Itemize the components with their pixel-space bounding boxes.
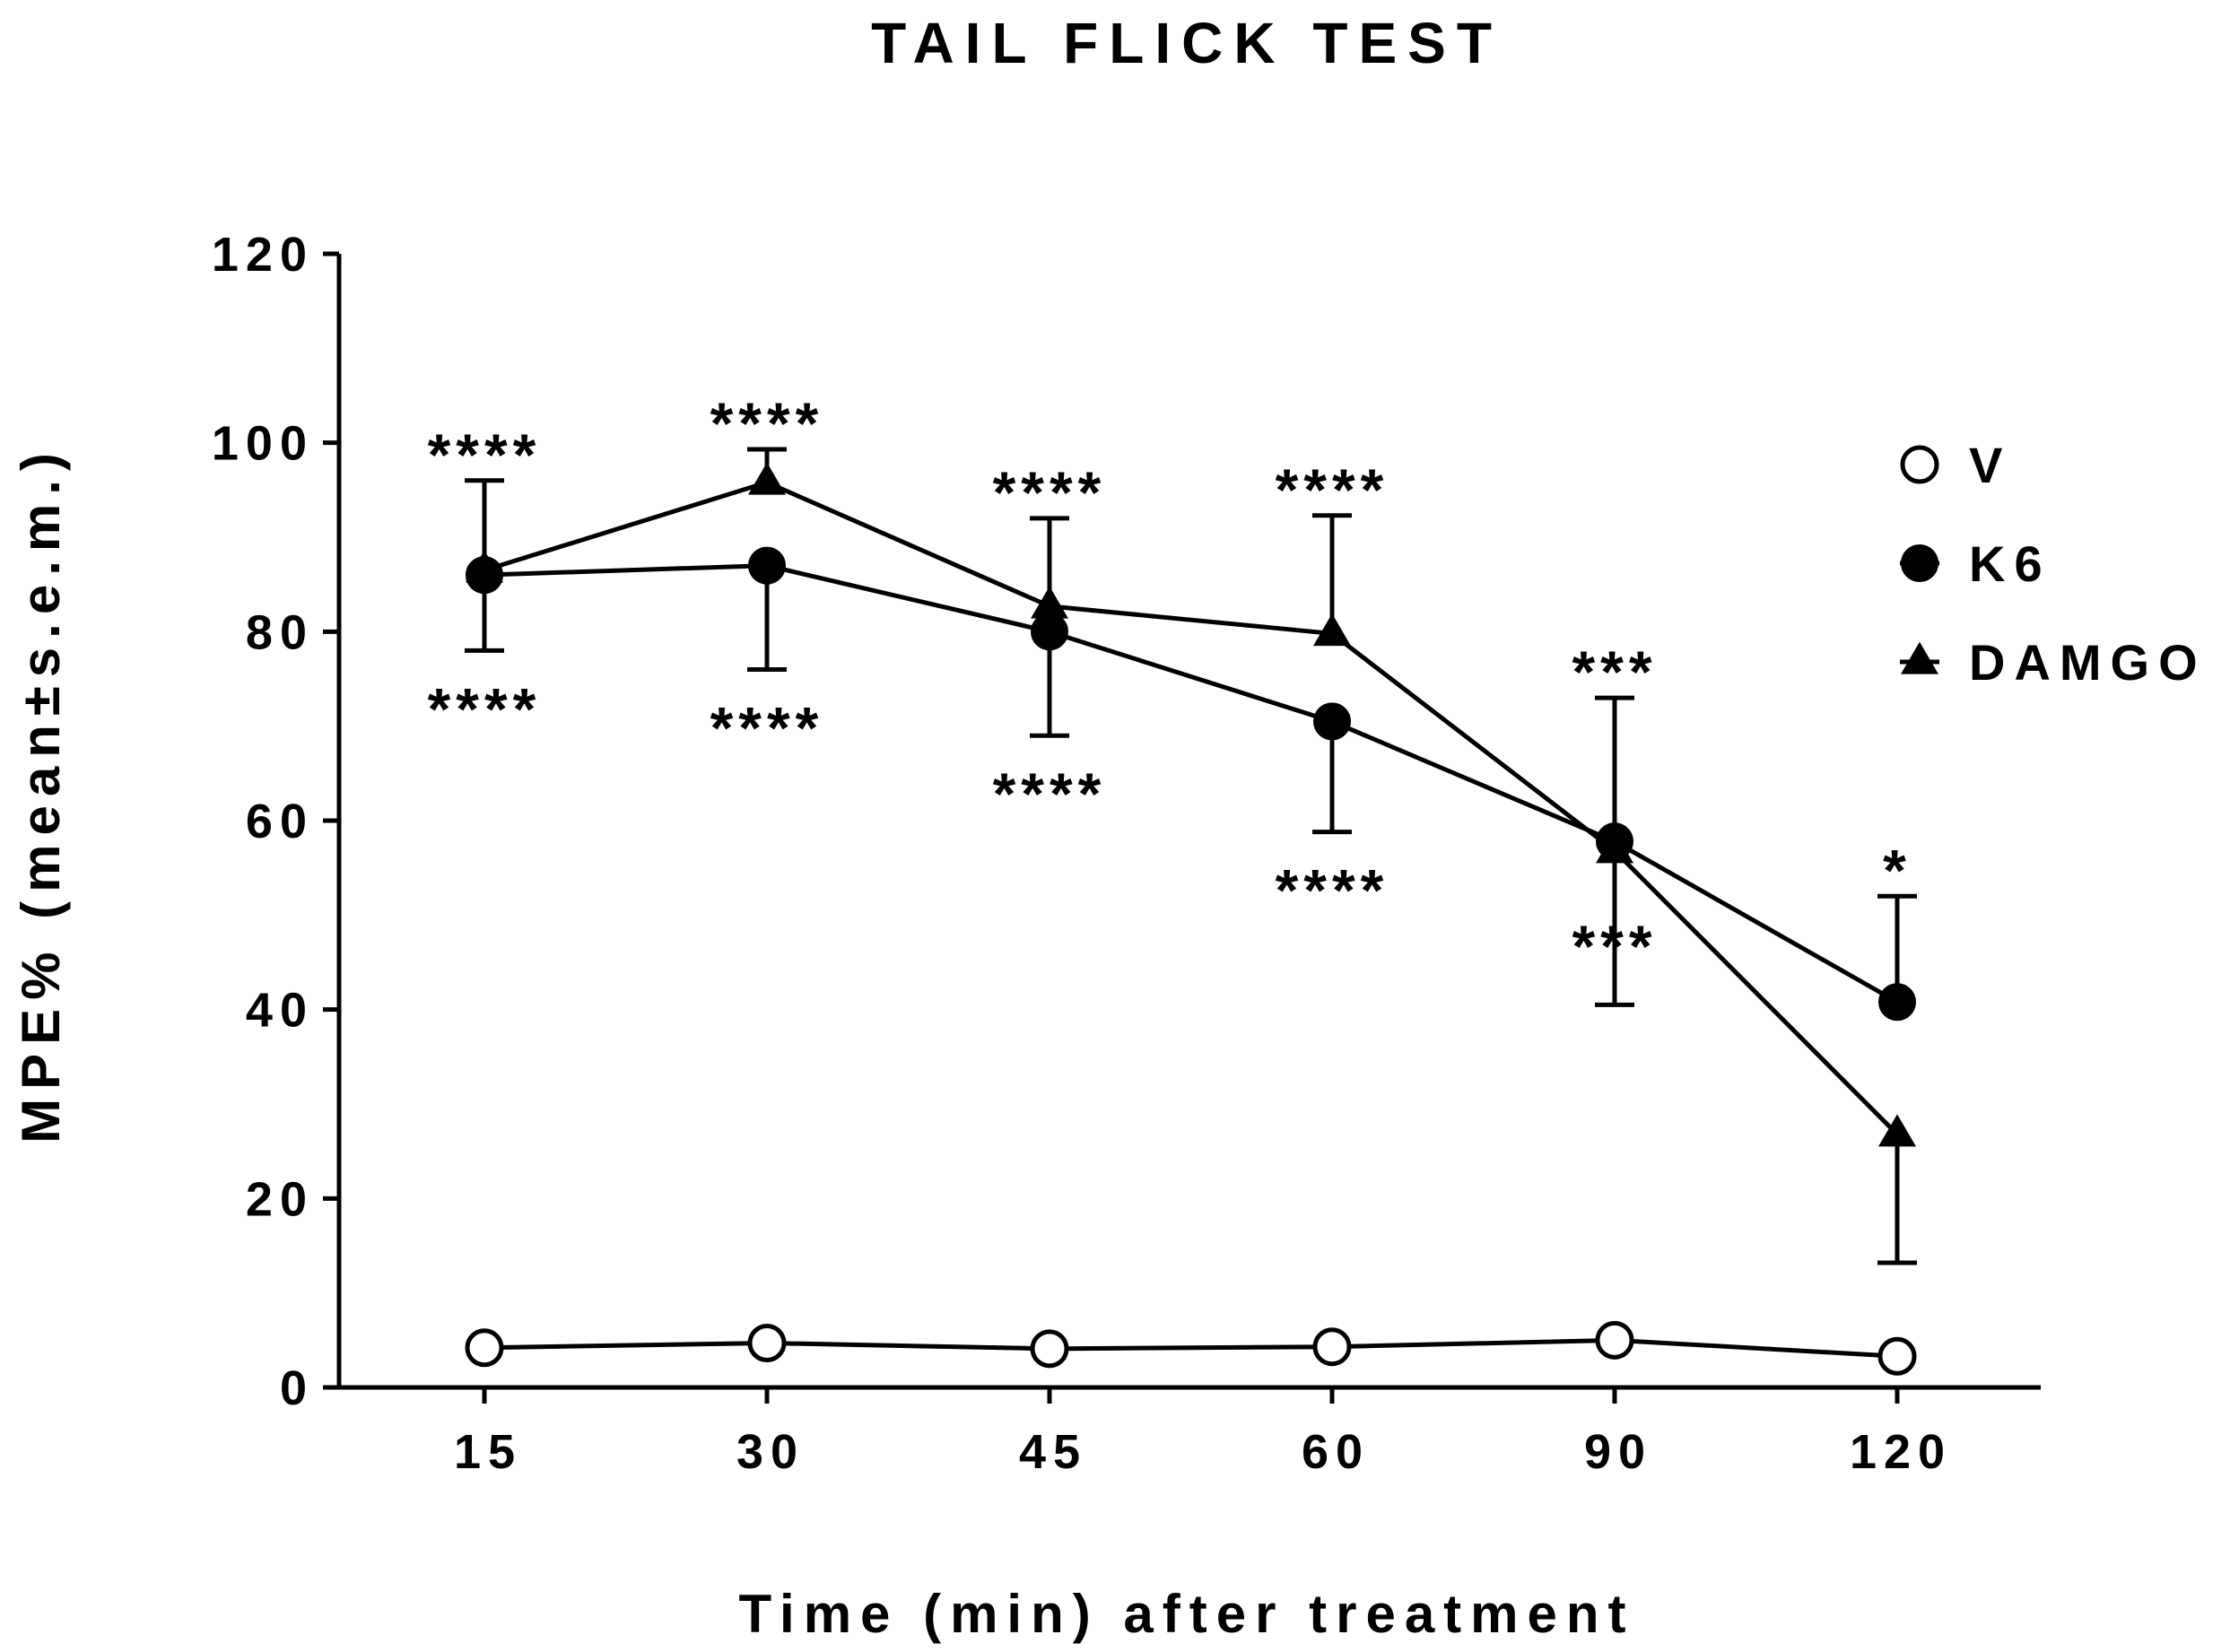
significance-above-damgo: **** (428, 422, 542, 488)
legend: V K6 DAMGO (1900, 437, 2207, 691)
significance-above-damgo: *** (1572, 639, 1657, 705)
marker-v (1877, 1336, 1917, 1376)
marker-v (1030, 1329, 1069, 1369)
y-tick-label: 80 (246, 605, 314, 659)
significance-below-k6: **** (993, 761, 1107, 827)
x-tick-label: 60 (1302, 1425, 1370, 1479)
legend-marker-k6 (1901, 544, 1938, 582)
marker-v (747, 1323, 787, 1362)
x-tick-label: 30 (736, 1425, 805, 1479)
x-tick-label: 120 (1850, 1425, 1952, 1479)
y-tick-label: 0 (280, 1361, 314, 1415)
significance-labels: **** ******************** ******** ******* (428, 390, 1912, 979)
marker-damgo (466, 550, 503, 583)
x-axis-label: Time (min) after treatment (738, 1584, 1634, 1644)
marker-v (1595, 1320, 1634, 1360)
axes: 0 20 40 60 80 100 120 15 30 45 60 90 120 (212, 228, 2041, 1479)
series-line-damgo (483, 480, 1899, 1136)
legend-label-damgo: DAMGO (1969, 634, 2207, 691)
marker-k6 (1031, 613, 1068, 651)
marker-damgo (1313, 613, 1351, 647)
y-tick-label: 20 (246, 1172, 314, 1226)
legend-label-v: V (1969, 437, 2011, 493)
y-tick-label: 60 (246, 795, 314, 848)
legend-label-k6: K6 (1969, 535, 2051, 592)
legend-marker-damgo (1901, 641, 1938, 674)
significance-below-k6: **** (1276, 857, 1389, 924)
significance-below-k6: **** (428, 675, 542, 742)
significance-below-k6: **** (710, 694, 824, 761)
significance-above-damgo: **** (993, 459, 1107, 526)
marker-damgo (1596, 830, 1633, 864)
marker-damgo (1031, 586, 1068, 619)
y-tick-label: 100 (212, 417, 314, 471)
marker-v (465, 1328, 504, 1368)
series-lines (483, 480, 1899, 1359)
x-tick-label: 45 (1019, 1425, 1087, 1479)
marker-k6 (1878, 983, 1916, 1022)
error-bars (465, 447, 1917, 1265)
series-line-v (483, 1337, 1898, 1359)
legend-marker-v (1900, 445, 1939, 484)
significance-above-k6: * (1883, 837, 1912, 903)
data-markers (465, 462, 1917, 1376)
significance-above-damgo: **** (710, 390, 824, 456)
series-line-k6 (483, 563, 1899, 1004)
y-axis-label: MPE% (mean±s.e.m.) (11, 444, 71, 1143)
y-tick-label: 120 (212, 228, 314, 282)
x-tick-label: 90 (1584, 1425, 1652, 1479)
marker-k6 (1313, 702, 1351, 741)
x-tick-label: 15 (454, 1425, 522, 1479)
y-tick-label: 40 (246, 984, 314, 1038)
marker-damgo (748, 462, 786, 495)
marker-v (1312, 1327, 1352, 1367)
significance-above-damgo: **** (1276, 456, 1389, 523)
marker-damgo (1878, 1114, 1916, 1147)
significance-below-k6: *** (1572, 913, 1657, 979)
marker-k6 (748, 546, 786, 585)
chart-title: TAIL FLICK TEST (871, 11, 1503, 75)
